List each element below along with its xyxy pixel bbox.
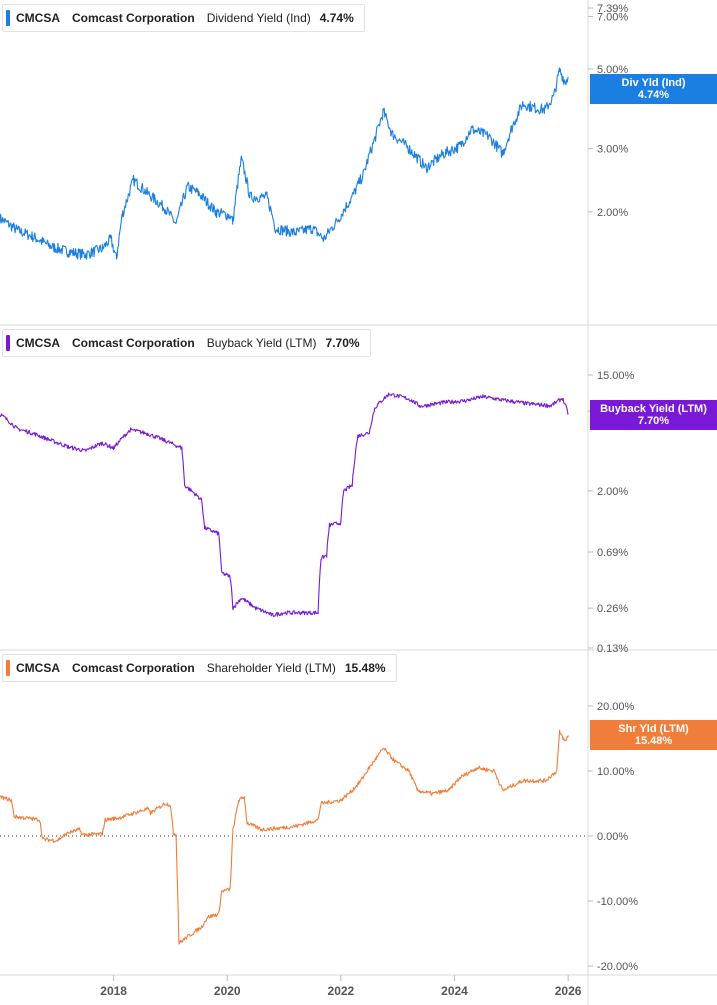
badge-label: Buyback Yield (LTM) — [600, 403, 707, 415]
badge-value: 15.48% — [634, 735, 673, 747]
legend-metric: Dividend Yield (Ind) — [206, 11, 311, 25]
legend-company: Comcast Corporation — [72, 336, 195, 350]
x-tick-label: 2024 — [441, 984, 468, 998]
y-tick-label: -10.00% — [597, 896, 638, 908]
series-line — [0, 67, 569, 260]
legend-metric: Shareholder Yield (LTM) — [206, 661, 336, 675]
legend-dividend-yield: CMCSA Comcast Corporation Dividend Yield… — [2, 4, 365, 32]
y-tick-label: -20.00% — [597, 961, 638, 973]
legend-buyback-yield: CMCSA Comcast Corporation Buyback Yield … — [2, 329, 371, 357]
legend-ticker: CMCSA — [16, 661, 60, 675]
series-line — [0, 392, 569, 617]
legend-swatch-dividend — [6, 10, 10, 26]
y-tick-label: 0.69% — [597, 547, 628, 559]
legend-value: 7.70% — [325, 336, 360, 350]
legend-ticker: CMCSA — [16, 11, 60, 25]
y-tick-label: 15.00% — [597, 370, 635, 382]
y-tick-label: 2.00% — [597, 486, 628, 498]
badge-shareholder-yield: Shr Yld (LTM) 15.48% — [590, 720, 717, 750]
legend-ticker: CMCSA — [16, 336, 60, 350]
y-tick-label: 7.00% — [597, 11, 628, 23]
legend-value: 15.48% — [344, 661, 386, 675]
badge-buyback-yield: Buyback Yield (LTM) 7.70% — [590, 400, 717, 430]
badge-label: Shr Yld (LTM) — [618, 723, 689, 735]
legend-swatch-shareholder — [6, 660, 10, 676]
y-tick-label: 10.00% — [597, 766, 635, 778]
y-tick-label: 5.00% — [597, 64, 628, 76]
x-tick-label: 2018 — [100, 984, 127, 998]
y-tick-label: 3.00% — [597, 144, 628, 156]
x-tick-label: 2022 — [328, 984, 355, 998]
x-tick-label: 2020 — [214, 984, 241, 998]
badge-value: 4.74% — [637, 89, 670, 101]
series-line — [0, 729, 569, 945]
legend-shareholder-yield: CMCSA Comcast Corporation Shareholder Yi… — [2, 654, 397, 682]
y-tick-label: 0.13% — [597, 643, 628, 655]
legend-company: Comcast Corporation — [72, 11, 195, 25]
legend-swatch-buyback — [6, 335, 10, 351]
badge-label: Div Yld (Ind) — [621, 77, 686, 89]
y-tick-label: 20.00% — [597, 701, 635, 713]
y-tick-label: 7.39% — [597, 3, 628, 15]
legend-value: 4.74% — [319, 11, 354, 25]
legend-metric: Buyback Yield (LTM) — [206, 336, 317, 350]
badge-dividend-yield: Div Yld (Ind) 4.74% — [590, 74, 717, 104]
legend-company: Comcast Corporation — [72, 661, 195, 675]
y-tick-label: 2.00% — [597, 207, 628, 219]
y-tick-label: 0.00% — [597, 831, 628, 843]
x-tick-label: 2026 — [555, 984, 582, 998]
y-tick-label: 0.26% — [597, 603, 628, 615]
badge-value: 7.70% — [637, 415, 670, 427]
